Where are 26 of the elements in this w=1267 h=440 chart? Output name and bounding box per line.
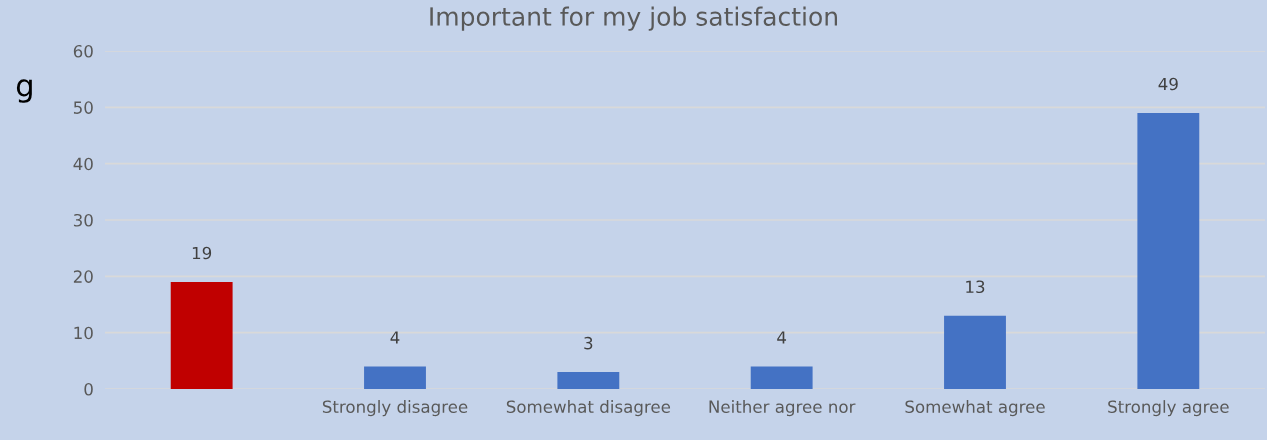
text: g: [16, 79, 32, 103]
bar: [750, 366, 813, 389]
y-tick-label: 30: [73, 213, 93, 227]
x-tick-label: Somewhat disagree: [506, 400, 671, 417]
y-tick-label: 60: [73, 44, 93, 58]
bar: [944, 315, 1006, 389]
data-label: 4: [390, 331, 400, 344]
bar: [557, 372, 620, 389]
y-tick-label: 40: [73, 157, 93, 171]
data-label: 19: [192, 246, 212, 260]
y-tick-label: 50: [73, 101, 93, 114]
y-tick-label: 20: [73, 270, 93, 283]
data-label: 4: [777, 331, 787, 344]
data-label: 3: [584, 336, 593, 350]
y-tick-label: 0: [84, 382, 93, 396]
data-label: 13: [966, 280, 985, 294]
bar: [170, 281, 233, 389]
x-tick-label: Strongly disagree: [322, 400, 468, 417]
x-tick-label: Strongly agree: [1108, 400, 1229, 417]
x-tick-label: Neither agree nor: [709, 400, 856, 417]
data-label: 49: [1158, 77, 1178, 91]
x-tick-label: Somewhat agree: [905, 400, 1045, 417]
chart-title: Important for my job satisfaction: [430, 6, 837, 31]
bar: [1137, 112, 1200, 389]
bar: [364, 366, 426, 389]
y-tick-label: 10: [74, 326, 93, 340]
